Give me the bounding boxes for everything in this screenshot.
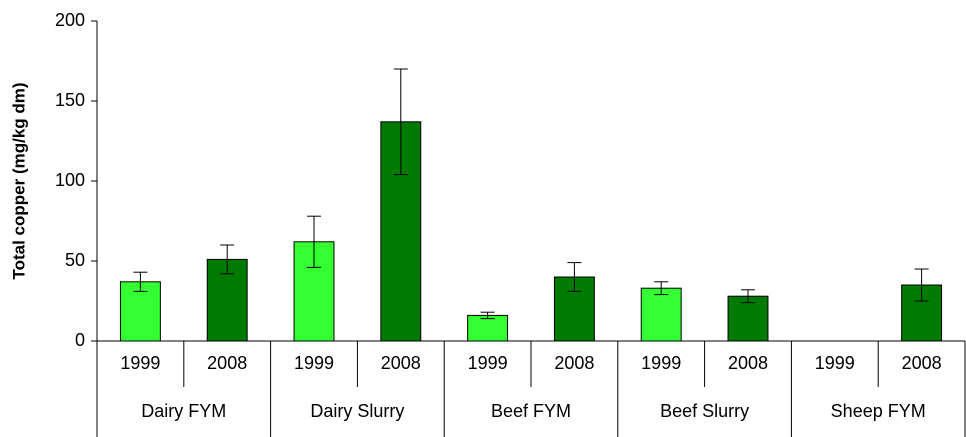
x-sub-label: 1999 [641, 353, 681, 373]
x-sub-label: 1999 [815, 353, 855, 373]
error-bar [480, 311, 495, 320]
error-bar [133, 271, 148, 292]
x-group-label: Beef Slurry [660, 401, 749, 421]
error-bar [914, 268, 929, 302]
x-sub-label: 2008 [207, 353, 247, 373]
error-bar [393, 68, 408, 176]
error-bar [654, 281, 669, 296]
bar [727, 295, 769, 342]
bar [380, 121, 422, 342]
bar [467, 314, 509, 342]
y-tick-label: 100 [55, 170, 85, 190]
bar [293, 241, 335, 342]
x-sub-label: 1999 [294, 353, 334, 373]
error-bar [741, 289, 755, 304]
error-bar [220, 244, 235, 275]
x-sub-label: 1999 [468, 353, 508, 373]
error-bar [307, 215, 321, 268]
x-sub-label: 1999 [120, 353, 160, 373]
x-group-label: Beef FYM [491, 401, 571, 421]
y-tick-label: 0 [75, 330, 85, 350]
bar [640, 287, 682, 342]
x-group-label: Dairy FYM [141, 401, 226, 421]
y-axis-label: Total copper (mg/kg dm) [9, 82, 28, 279]
x-sub-label: 2008 [554, 353, 594, 373]
x-group-label: Sheep FYM [831, 401, 926, 421]
x-sub-label: 2008 [728, 353, 768, 373]
x-group-label: Dairy Slurry [310, 401, 404, 421]
y-tick-label: 150 [55, 90, 85, 110]
x-sub-label: 2008 [381, 353, 421, 373]
x-sub-label: 2008 [902, 353, 942, 373]
y-tick-label: 50 [65, 250, 85, 270]
y-tick-label: 200 [55, 10, 85, 30]
error-bar [567, 262, 582, 292]
